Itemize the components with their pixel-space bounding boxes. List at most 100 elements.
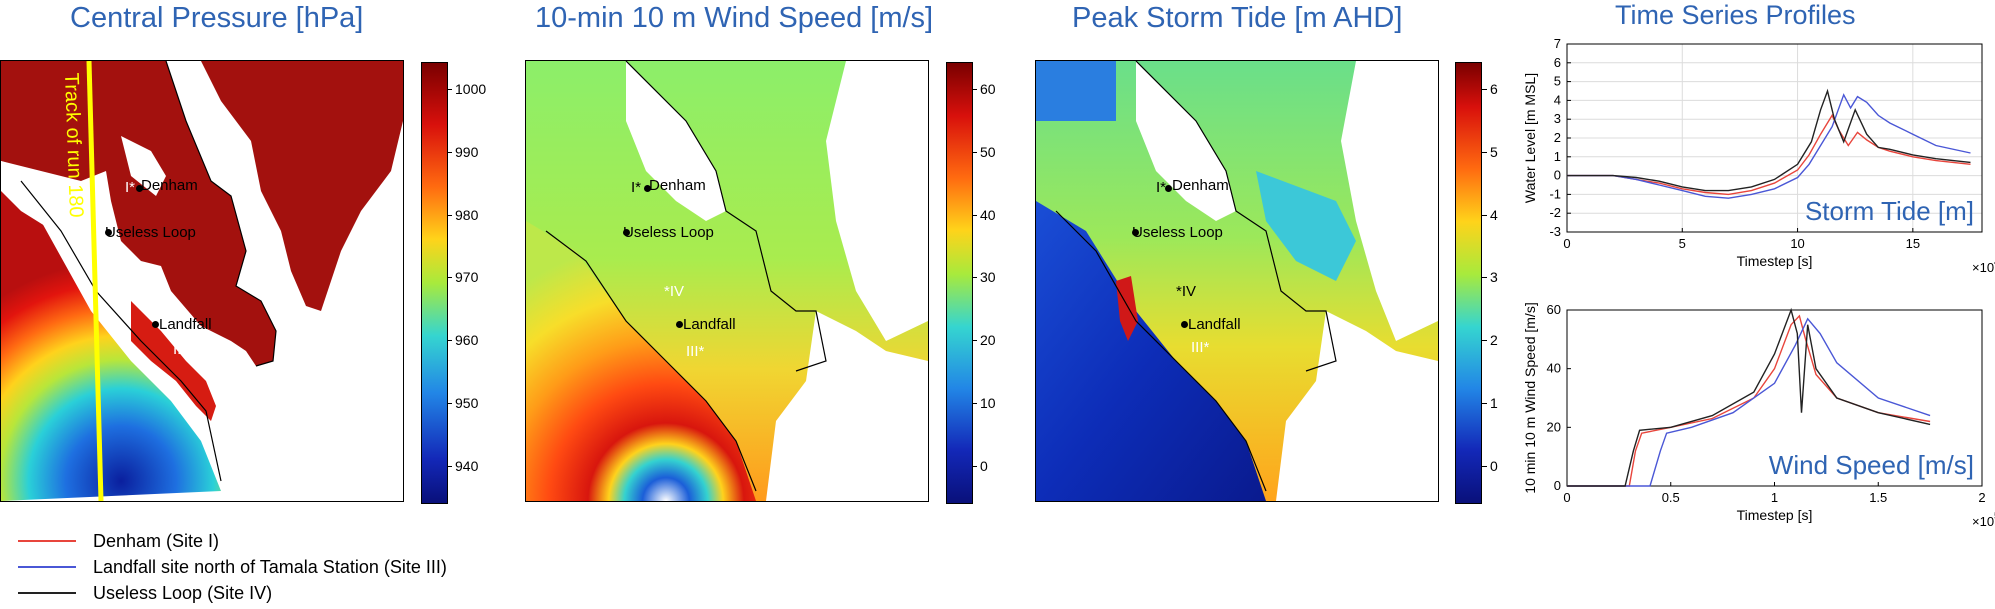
site-i-marker-tide: I* <box>1156 179 1167 196</box>
denham-dot <box>136 185 143 192</box>
denham-label-wind: Denham <box>649 177 706 194</box>
landfall-dot-tide <box>1181 321 1188 328</box>
colorbar-tick: 1000 <box>446 80 487 97</box>
legend-swatch-useless-loop <box>18 592 76 594</box>
colorbar-tick: 980 <box>446 206 479 223</box>
colorbar-tick: 940 <box>446 458 479 474</box>
site-iii-marker: III* <box>173 341 192 358</box>
x-tick-label: 0.5 <box>1662 490 1680 505</box>
colorbar-tick: 4 <box>1482 206 1498 223</box>
y-tick-label: 6 <box>1554 55 1561 70</box>
legend-label-denham: Denham (Site I) <box>93 530 220 551</box>
site-iii-marker-wind: III* <box>686 343 705 360</box>
y-tick-label: -1 <box>1549 186 1561 201</box>
landfall-label: Landfall <box>159 316 212 333</box>
useless-loop-label-wind: Useless Loop <box>623 224 714 241</box>
y-axis-label: 10 min 10 m Wind Speed [m/s] <box>1522 302 1538 493</box>
colorbar-tick: 3 <box>1482 269 1498 286</box>
y-axis-label: Water Level [m MSL] <box>1522 73 1538 203</box>
x-tick-label: 1 <box>1771 490 1778 505</box>
colorbar-tick: 40 <box>972 206 996 223</box>
legend-swatch-landfall <box>18 566 76 568</box>
y-tick-label: 3 <box>1554 111 1561 126</box>
legend-item-landfall: Landfall site north of Tamala Station (S… <box>18 554 447 580</box>
legend-item-useless-loop: Useless Loop (Site IV) <box>18 580 447 606</box>
y-tick-label: 4 <box>1554 92 1561 107</box>
colorbar-tick: 950 <box>446 395 479 412</box>
site-i-marker: I* <box>125 179 136 196</box>
y-tick-label: -3 <box>1549 224 1561 239</box>
site-iv-marker-wind: *IV <box>664 283 685 300</box>
pressure-title: Central Pressure [hPa] <box>70 2 364 34</box>
wind-map: I* Denham Useless Loop *IV Landfall III* <box>525 60 929 502</box>
y-tick-label: 7 <box>1554 38 1561 51</box>
timeseries-title: Time Series Profiles <box>1615 0 1856 30</box>
wind-colorbar <box>946 62 973 504</box>
legend-item-denham: Denham (Site I) <box>18 528 447 554</box>
plot-frame <box>1566 43 1983 233</box>
landfall-label-tide: Landfall <box>1188 316 1241 333</box>
y-tick-label: 1 <box>1554 149 1561 164</box>
landfall-label-wind: Landfall <box>683 316 736 333</box>
denham-dot-tide <box>1165 185 1172 192</box>
x-tick-label: 15 <box>1906 236 1920 251</box>
site-i-marker-wind: I* <box>631 179 642 196</box>
y-tick-label: 60 <box>1547 302 1561 317</box>
colorbar-tick: 2 <box>1482 332 1498 349</box>
wind-title: 10-min 10 m Wind Speed [m/s] <box>535 2 934 34</box>
colorbar-tick: 50 <box>972 143 996 160</box>
useless-loop-label-tide: Useless Loop <box>1132 224 1223 241</box>
useless-loop-dot-wind <box>623 229 630 236</box>
series-line <box>1567 93 1971 199</box>
x-multiplier: ×10 <box>1972 514 1994 529</box>
legend-label-landfall: Landfall site north of Tamala Station (S… <box>93 556 447 577</box>
pressure-colorbar <box>421 62 448 504</box>
y-tick-label: 0 <box>1554 478 1561 493</box>
colorbar-tick: 960 <box>446 332 479 349</box>
colorbar-tick: 10 <box>972 395 996 412</box>
denham-dot-wind <box>644 185 651 192</box>
storm-tide-chart: 0 5 10 15 -3 -2 -1 0 1 2 3 4 5 6 7 Timestep [s] Water Le… <box>1522 38 1995 275</box>
y-tick-label: -2 <box>1549 205 1561 220</box>
tide-title: Peak Storm Tide [m AHD] <box>1072 2 1403 34</box>
x-tick-label: 0 <box>1563 490 1570 505</box>
x-axis-label: Timestep [s] <box>1737 253 1813 269</box>
useless-loop-label: Useless Loop <box>105 224 196 241</box>
denham-label-tide: Denham <box>1172 177 1229 194</box>
chart-annotation: Wind Speed [m/s] <box>1769 450 1974 480</box>
colorbar-tick: 970 <box>446 269 479 286</box>
series-line <box>1567 307 1931 487</box>
legend: Denham (Site I) Landfall site north of T… <box>18 528 447 606</box>
site-iv-marker-tide: *IV <box>1176 283 1197 300</box>
x-multiplier: ×10 <box>1972 260 1994 275</box>
y-tick-label: 40 <box>1547 361 1561 376</box>
y-tick-label: 0 <box>1554 168 1561 183</box>
denham-label: Denham <box>141 177 198 194</box>
x-tick-label: 5 <box>1679 236 1686 251</box>
x-axis-label: Timestep [s] <box>1737 507 1813 523</box>
pressure-map: Track of run 180 I* Denham Useless Loop … <box>0 60 404 502</box>
series-line <box>1567 113 1971 196</box>
colorbar-tick: 20 <box>972 332 996 349</box>
x-tick-label: 2 <box>1978 490 1985 505</box>
colorbar-tick: 6 <box>1482 80 1498 97</box>
tide-map: I* Denham Useless Loop *IV Landfall III* <box>1035 60 1439 502</box>
landfall-dot-wind <box>676 321 683 328</box>
useless-loop-dot <box>105 229 112 236</box>
series-line <box>1567 317 1931 487</box>
site-iii-marker-tide: III* <box>1191 339 1210 356</box>
series-line <box>1567 314 1931 487</box>
x-tick-label: 10 <box>1790 236 1804 251</box>
x-tick-label: 0 <box>1563 236 1570 251</box>
colorbar-tick: 0 <box>1482 458 1498 474</box>
site-iv-marker: *IV <box>141 283 162 300</box>
legend-swatch-denham <box>18 540 76 542</box>
track-label: Track of run 180 <box>60 72 87 218</box>
landfall-dot <box>152 321 159 328</box>
plot-area <box>1566 309 1983 487</box>
useless-loop-dot-tide <box>1132 229 1139 236</box>
y-tick-label: 20 <box>1547 419 1561 434</box>
plot-frame <box>1566 309 1983 487</box>
legend-label-useless-loop: Useless Loop (Site IV) <box>93 582 273 603</box>
